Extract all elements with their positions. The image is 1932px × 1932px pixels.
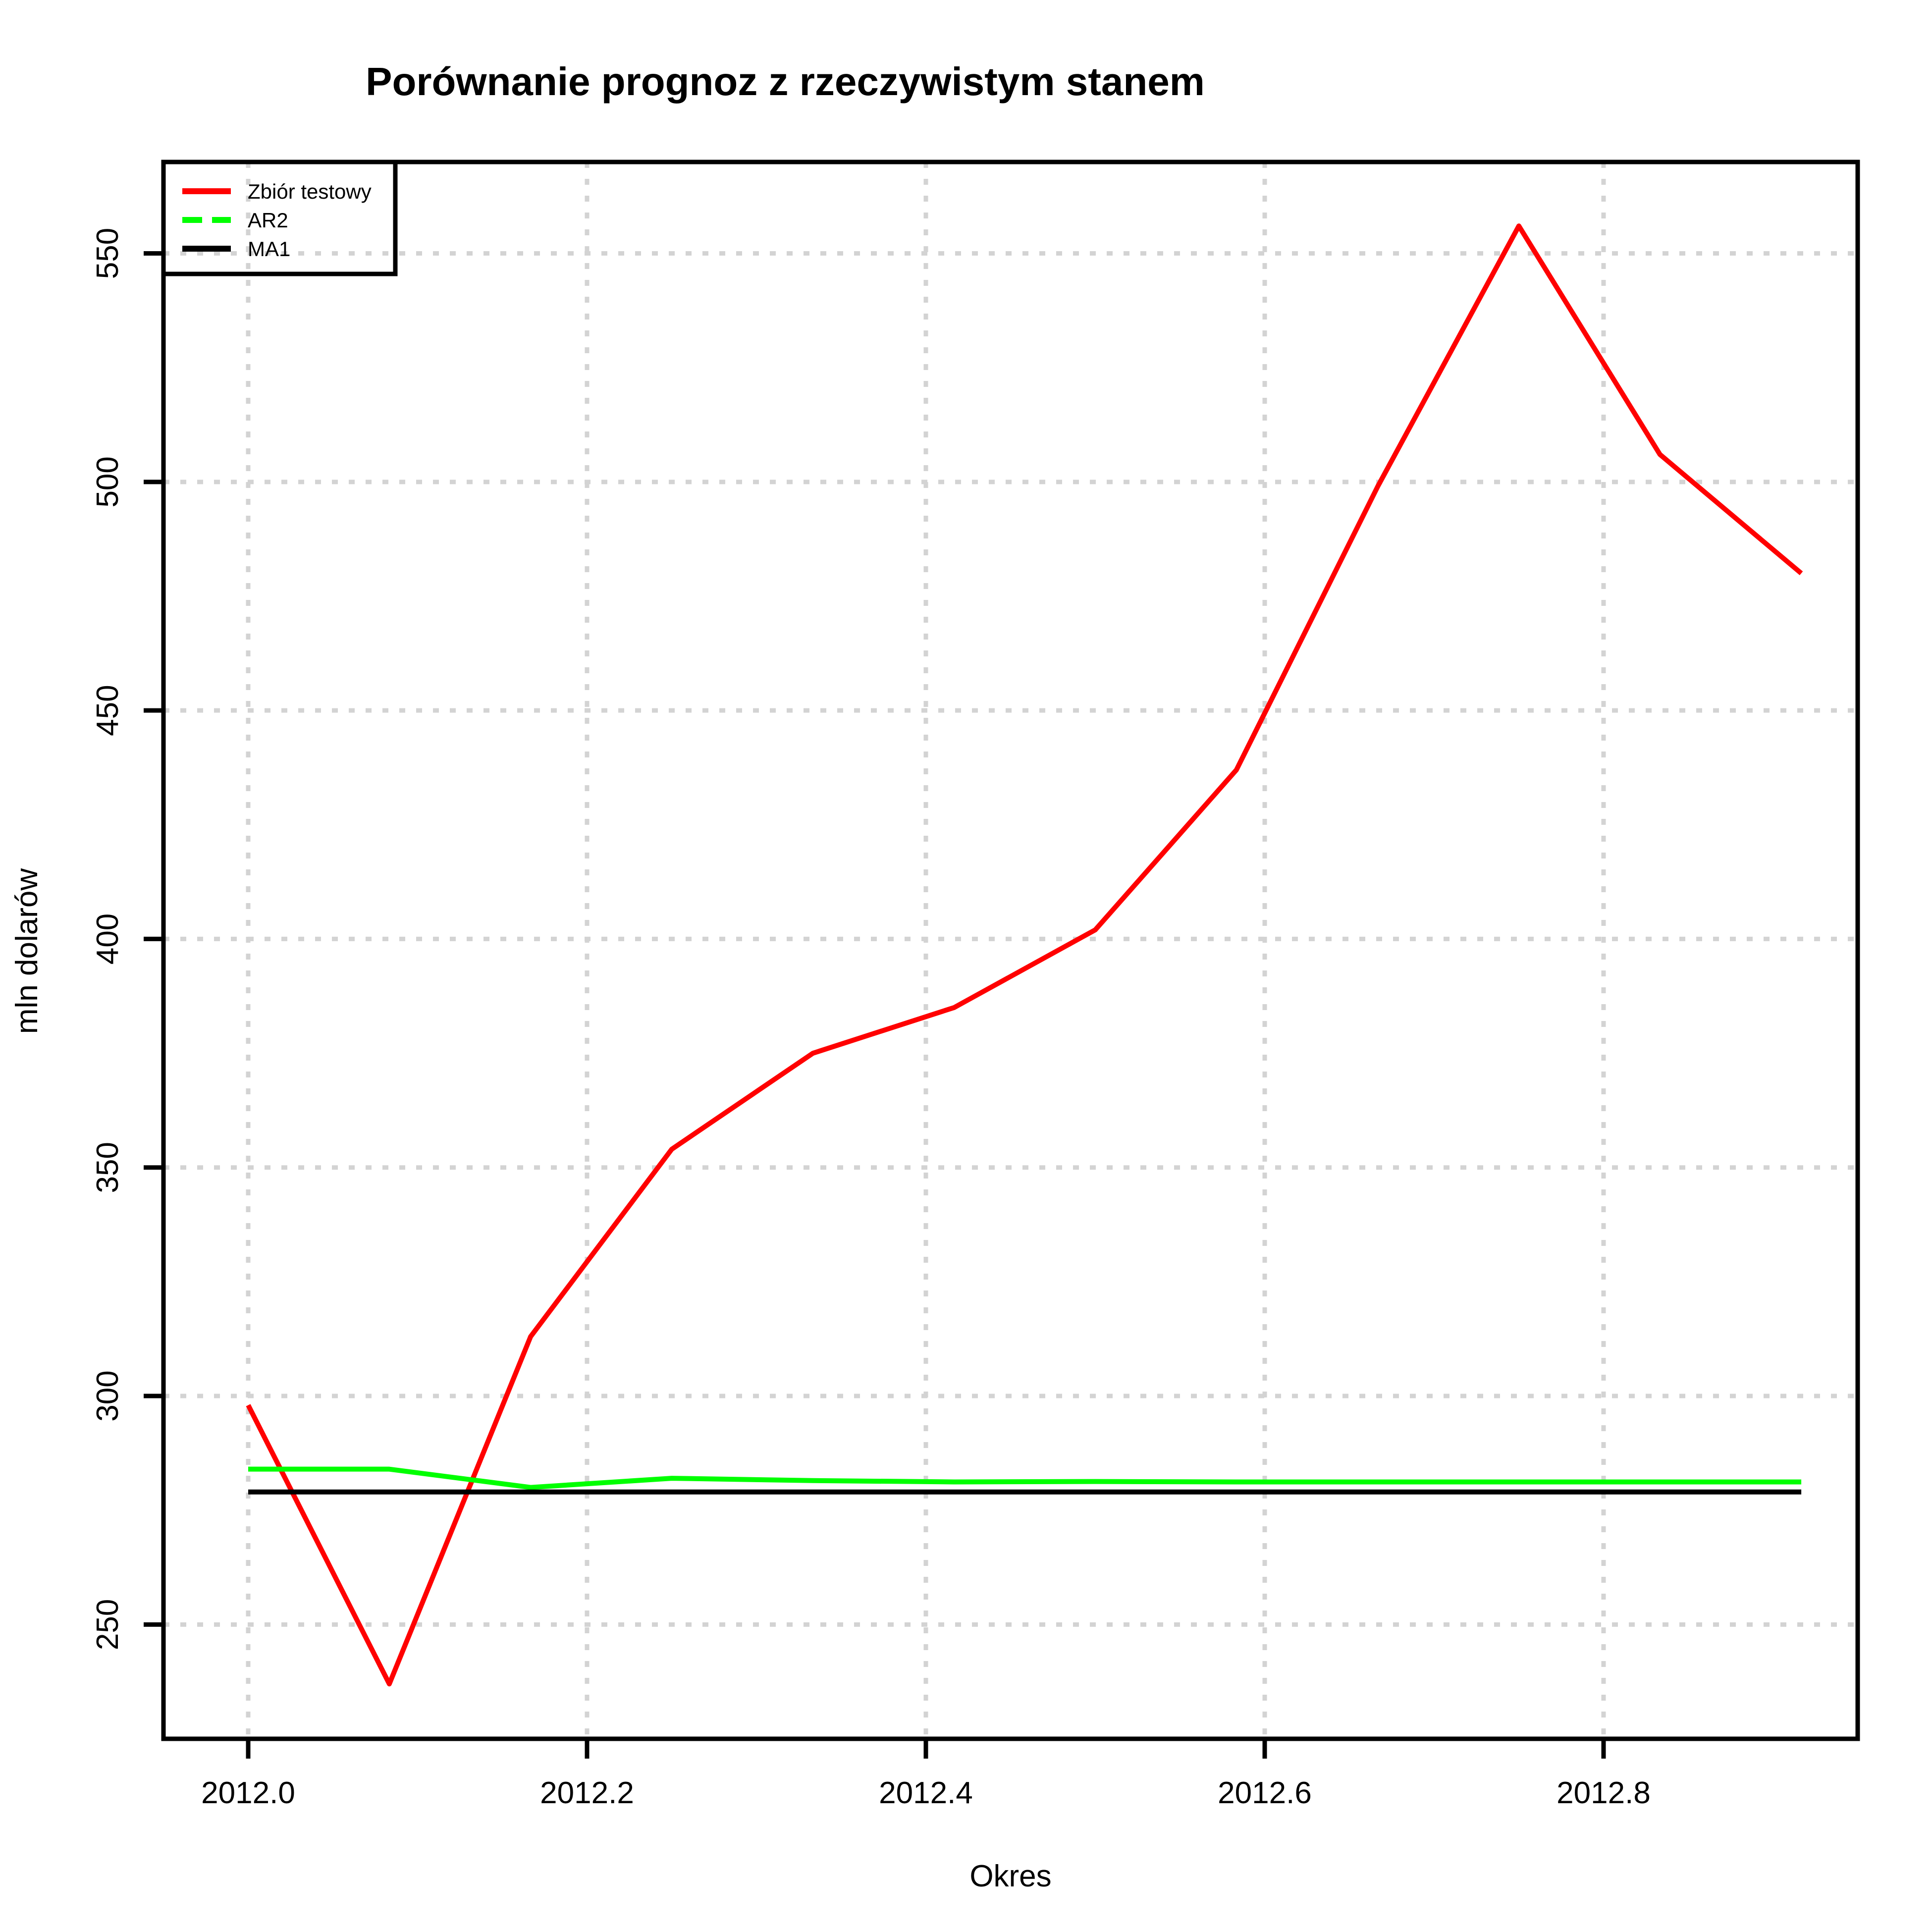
y-tick-label-3: 400 xyxy=(91,913,125,965)
grid xyxy=(163,162,1858,1739)
y-tick-label-0: 250 xyxy=(91,1599,125,1650)
x-tick-label-1: 2012.2 xyxy=(540,1776,634,1810)
x-tick-label-3: 2012.6 xyxy=(1218,1776,1312,1810)
x-tick-label-4: 2012.8 xyxy=(1556,1776,1651,1810)
legend-label-0: Zbiór testowy xyxy=(248,180,372,203)
y-tick-label-4: 450 xyxy=(91,685,125,736)
y-tick-label-2: 350 xyxy=(91,1142,125,1193)
legend-label-2: MA1 xyxy=(248,237,290,261)
series-line-1 xyxy=(248,1466,1802,1490)
legend: Zbiór testowy AR2 MA1 xyxy=(161,160,398,276)
legend-label-1: AR2 xyxy=(248,209,288,232)
series-line-0 xyxy=(246,223,1803,1687)
plot-frame xyxy=(161,160,1860,1741)
x-tick-label-2: 2012.4 xyxy=(879,1776,973,1810)
x-tick-label-0: 2012.0 xyxy=(201,1776,295,1810)
y-tick-label-6: 550 xyxy=(91,228,125,279)
y-axis-label: mln dolarów xyxy=(10,868,44,1034)
series-layer xyxy=(246,223,1803,1687)
chart-title: Porównanie prognoz z rzeczywistym stanem xyxy=(366,59,1205,104)
y-tick-label-5: 500 xyxy=(91,456,125,507)
axes: 2012.0 2012.2 2012.4 2012.6 2012.8 250 300 350 4… xyxy=(91,228,1651,1810)
x-axis-label: Okres xyxy=(969,1859,1051,1893)
legend-box xyxy=(161,160,398,276)
y-tick-label-1: 300 xyxy=(91,1370,125,1421)
